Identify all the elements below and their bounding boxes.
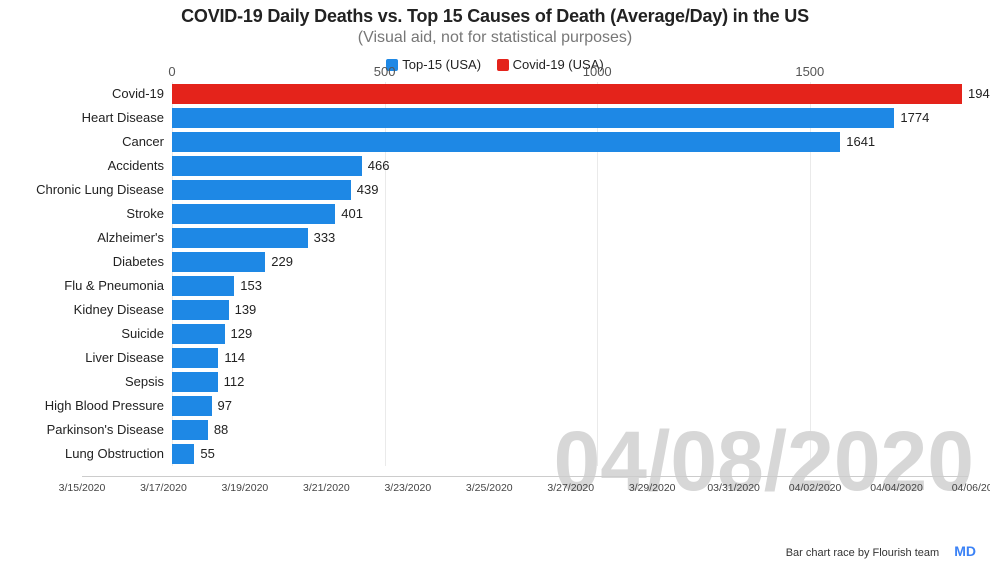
bar-value-label: 466 [368,158,390,173]
bar-value-label: 401 [341,206,363,221]
bar [172,276,234,296]
bar [172,444,194,464]
bar [172,180,351,200]
x-top-tick: 1500 [795,64,824,79]
bar-value-label: 97 [218,398,232,413]
bar-row: 333 [172,226,990,250]
bar-row: 55 [172,442,990,466]
bar-row: 401 [172,202,990,226]
bar-value-label: 139 [235,302,257,317]
y-axis-label: Heart Disease [12,106,172,130]
y-axis-label: Covid-19 [12,82,172,106]
bar-row: 1774 [172,106,990,130]
bar-value-label: 1641 [846,134,875,149]
x-bottom-tick: 3/29/2020 [629,482,676,494]
bar-row: 129 [172,322,990,346]
bar [172,252,265,272]
x-bottom-tick: 04/02/2020 [789,482,842,494]
bar [172,156,362,176]
x-bottom-tick: 3/25/2020 [466,482,513,494]
footer-md: MD [954,543,976,559]
x-bottom-tick: 04/06/2020 [952,482,990,494]
y-axis-label: Liver Disease [12,346,172,370]
bar [172,84,962,104]
x-bottom-tick: 3/19/2020 [222,482,269,494]
y-axis-label: Flu & Pneumonia [12,274,172,298]
y-axis-label: Accidents [12,154,172,178]
bar-value-label: 129 [231,326,253,341]
x-bottom-tick: 3/21/2020 [303,482,350,494]
bar [172,420,208,440]
x-bottom-tick: 04/04/2020 [870,482,923,494]
bar [172,204,335,224]
bars-area: 050010001500 194017741641466439401333229… [172,82,990,466]
chart-container: COVID-19 Daily Deaths vs. Top 15 Causes … [0,0,990,565]
bar-row: 139 [172,298,990,322]
bar-value-label: 229 [271,254,293,269]
y-axis-label: Diabetes [12,250,172,274]
bar-value-label: 55 [200,446,214,461]
bar-row: 1940 [172,82,990,106]
y-axis-label: Chronic Lung Disease [12,178,172,202]
bar-value-label: 153 [240,278,262,293]
bar-value-label: 1940 [968,86,990,101]
footer-credit: Bar chart race by Flourish team [786,547,939,559]
x-axis-line [82,476,968,477]
y-axis-label: High Blood Pressure [12,394,172,418]
chart-title: COVID-19 Daily Deaths vs. Top 15 Causes … [12,6,978,27]
bar-value-label: 112 [224,374,245,389]
bar-row: 88 [172,418,990,442]
y-axis-label: Sepsis [12,370,172,394]
x-bottom-tick: 3/27/2020 [547,482,594,494]
y-axis-label: Lung Obstruction [12,442,172,466]
x-top-tick: 0 [168,64,175,79]
y-axis-label: Kidney Disease [12,298,172,322]
plot-area: Covid-19Heart DiseaseCancerAccidentsChro… [12,82,978,466]
y-axis-label: Suicide [12,322,172,346]
x-bottom-tick: 03/31/2020 [707,482,760,494]
bar [172,108,894,128]
bar-value-label: 114 [224,350,245,365]
bar [172,348,218,368]
bar-value-label: 333 [314,230,336,245]
bar-row: 466 [172,154,990,178]
bar-row: 153 [172,274,990,298]
y-axis-label: Cancer [12,130,172,154]
bar-value-label: 439 [357,182,379,197]
bar [172,300,229,320]
x-bottom-tick: 3/15/2020 [59,482,106,494]
chart-subtitle: (Visual aid, not for statistical purpose… [12,29,978,47]
x-axis-top: 050010001500 [172,64,990,82]
x-bottom-tick: 3/17/2020 [140,482,187,494]
footer: Bar chart race by Flourish team MD [786,543,976,559]
x-top-tick: 1000 [583,64,612,79]
bar-row: 97 [172,394,990,418]
bar [172,228,308,248]
bar [172,372,218,392]
x-top-tick: 500 [374,64,396,79]
bar-row: 229 [172,250,990,274]
y-axis-labels: Covid-19Heart DiseaseCancerAccidentsChro… [12,82,172,466]
bar-value-label: 1774 [900,110,929,125]
bar-value-label: 88 [214,422,228,437]
bar [172,132,840,152]
y-axis-label: Alzheimer's [12,226,172,250]
bar-row: 114 [172,346,990,370]
bar-row: 112 [172,370,990,394]
bar-row: 439 [172,178,990,202]
bar-row: 1641 [172,130,990,154]
y-axis-label: Parkinson's Disease [12,418,172,442]
y-axis-label: Stroke [12,202,172,226]
bar [172,396,212,416]
x-bottom-tick: 3/23/2020 [384,482,431,494]
x-axis-bottom: 3/15/20203/17/20203/19/20203/21/20203/23… [82,476,978,508]
bar [172,324,225,344]
